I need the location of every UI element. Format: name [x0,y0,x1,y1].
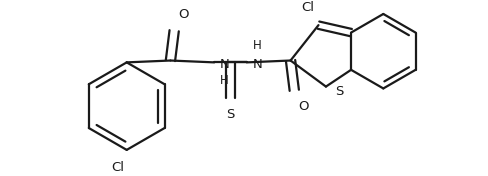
Text: H: H [252,39,261,52]
Text: N: N [220,58,229,71]
Text: H: H [220,74,228,87]
Text: O: O [178,8,188,21]
Text: N: N [252,58,262,71]
Text: S: S [335,85,344,98]
Text: S: S [226,108,235,121]
Text: Cl: Cl [111,161,124,174]
Text: O: O [298,100,308,113]
Text: Cl: Cl [301,1,314,14]
